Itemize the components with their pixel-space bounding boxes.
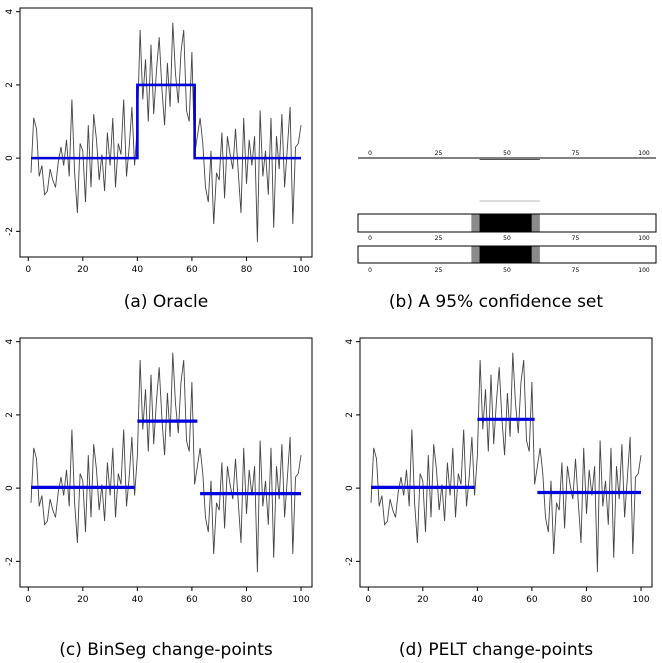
panel-confidence-set: 0 25 50 75 100 0 25 50 75 100 0 25 50 75 100 (b) A 95%… — [357, 150, 657, 312]
x-tick-label: 60 — [186, 265, 198, 275]
binseg-fit-line — [31, 419, 301, 496]
shaded-core-region — [479, 246, 532, 263]
y-tick-label: 2 — [345, 412, 355, 418]
top-tick-label: 75 — [572, 150, 580, 157]
y-tick-label: 4 — [5, 339, 15, 345]
y-tick-label: -2 — [5, 227, 15, 236]
top-tick-label: 0 — [368, 150, 372, 157]
y-tick-label: 4 — [345, 339, 355, 345]
x-axis: 0 20 40 60 80 100 — [25, 256, 310, 275]
plot-frame — [19, 7, 313, 258]
y-axis: -2 0 2 4 — [345, 339, 361, 566]
top-tick-label: 50 — [503, 150, 511, 157]
x-tick-label: 100 — [632, 595, 649, 605]
y-axis: -2 0 2 4 — [5, 339, 21, 566]
box-tick-label: 25 — [435, 235, 443, 242]
series-line — [30, 352, 302, 573]
box-tick-label: 100 — [638, 267, 650, 274]
panel-binseg: -2 0 2 4 0 20 40 60 80 100 (c) BinSeg change-poi… — [5, 337, 313, 660]
box-tick-label: 75 — [572, 235, 580, 242]
shaded-core-region — [479, 214, 532, 232]
panel-oracle: -2 0 2 4 0 20 40 60 80 100 (a) Oracle — [5, 7, 313, 312]
x-tick-label: 20 — [417, 595, 429, 605]
y-tick-label: 2 — [5, 412, 15, 418]
x-tick-label: 40 — [472, 595, 484, 605]
y-axis: -2 0 2 4 — [5, 9, 21, 236]
x-tick-label: 60 — [186, 595, 198, 605]
box-tick-label: 50 — [503, 235, 511, 242]
top-tick-label: 25 — [435, 150, 443, 157]
x-tick-label: 0 — [25, 595, 31, 605]
caption-confidence-set: (b) A 95% confidence set — [389, 292, 603, 312]
x-tick-label: 20 — [77, 595, 89, 605]
box-tick-label: 25 — [435, 267, 443, 274]
x-tick-label: 40 — [132, 595, 144, 605]
y-tick-label: -2 — [345, 557, 355, 566]
box-tick-label: 50 — [503, 267, 511, 274]
fit-step-path — [31, 83, 301, 160]
plot-frame — [359, 337, 653, 588]
pelt-fit-line — [371, 417, 641, 495]
y-tick-label: 0 — [5, 485, 15, 491]
y-tick-label: -2 — [5, 557, 15, 566]
y-tick-label: 2 — [5, 82, 15, 88]
series-line — [370, 352, 642, 573]
top-tick-label: 100 — [638, 150, 650, 157]
x-axis: 0 20 40 60 80 100 — [25, 586, 310, 605]
x-tick-label: 80 — [241, 265, 253, 275]
y-tick-label: 0 — [5, 155, 15, 161]
x-tick-label: 100 — [292, 595, 309, 605]
x-tick-label: 60 — [526, 595, 538, 605]
plot-frame — [19, 337, 313, 588]
box-tick-label: 100 — [638, 235, 650, 242]
oracle-fit-line — [31, 83, 301, 160]
confidence-set-graphic: 0 25 50 75 100 0 25 50 75 100 0 25 50 75 100 — [357, 150, 657, 274]
box-tick-label: 75 — [572, 267, 580, 274]
y-tick-label: 0 — [345, 485, 355, 491]
caption-pelt: (d) PELT change-points — [399, 640, 593, 660]
x-tick-label: 40 — [132, 265, 144, 275]
caption-oracle: (a) Oracle — [124, 292, 208, 312]
box-tick-label: 0 — [368, 267, 372, 274]
panel-pelt: -2 0 2 4 0 20 40 60 80 100 (d) PELT change-point… — [345, 337, 653, 660]
x-tick-label: 80 — [241, 595, 253, 605]
series-line — [30, 22, 302, 243]
x-tick-label: 100 — [292, 265, 309, 275]
caption-binseg: (c) BinSeg change-points — [59, 640, 273, 660]
y-tick-label: 4 — [5, 9, 15, 15]
box-tick-label: 0 — [368, 235, 372, 242]
x-tick-label: 20 — [77, 265, 89, 275]
x-tick-label: 80 — [581, 595, 593, 605]
series-polyline — [30, 352, 302, 573]
x-axis: 0 20 40 60 80 100 — [365, 586, 650, 605]
x-tick-label: 0 — [25, 265, 31, 275]
x-tick-label: 0 — [365, 595, 371, 605]
series-polyline — [370, 352, 642, 573]
series-polyline — [30, 22, 302, 243]
